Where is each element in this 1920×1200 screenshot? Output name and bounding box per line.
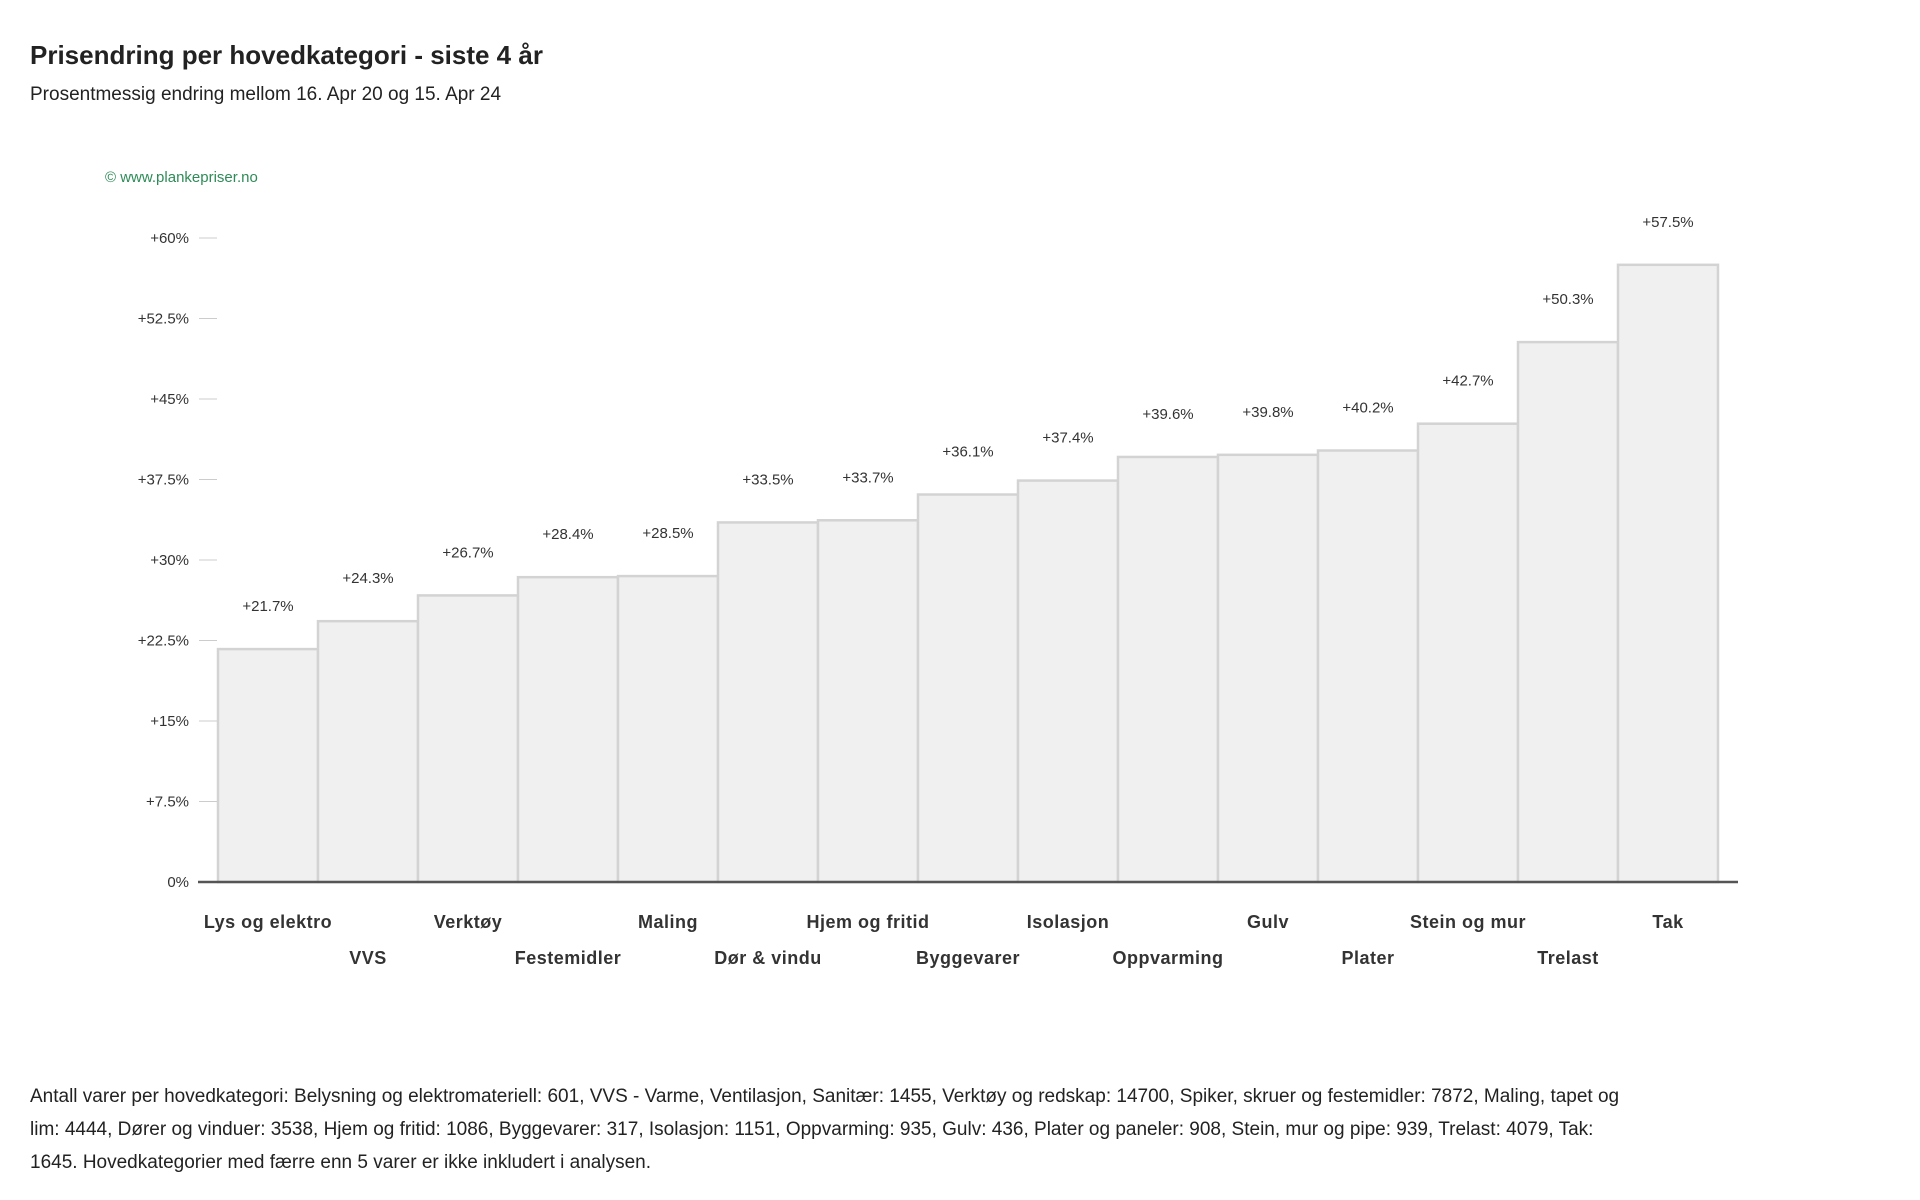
bar [916, 493, 1020, 884]
bar-chart: © www.plankepriser.no 0% +7.5% +15% +22.5% +… [105, 169, 1738, 968]
bar [1016, 479, 1120, 884]
data-label: +39.6% [1142, 406, 1193, 423]
data-label: +21.7% [242, 598, 293, 615]
bar [416, 594, 520, 884]
bar [816, 519, 920, 884]
y-axis: 0% +7.5% +15% +22.5% +30% +37.5% +45% +52.5% +60… [138, 230, 217, 891]
x-category-label: Festemidler [515, 948, 622, 968]
chart-title: Prisendring per hovedkategori - siste 4 … [30, 40, 543, 70]
footnote: Antall varer per hovedkategori: Belysnin… [30, 1086, 1620, 1173]
x-category-label: Hjem og fritid [807, 912, 930, 932]
data-label: +28.5% [642, 525, 693, 542]
bar [1516, 340, 1620, 884]
y-tick-label: +45% [150, 391, 189, 408]
x-axis-labels: Lys og elektro VVS Verktøy Festemidler Malin… [204, 912, 1684, 968]
x-category-label: Trelast [1537, 948, 1599, 968]
x-category-label: Oppvarming [1112, 948, 1223, 968]
data-label: +36.1% [942, 444, 993, 461]
data-label: +26.7% [442, 544, 493, 561]
x-category-label: Maling [638, 912, 698, 932]
bar [316, 619, 420, 884]
x-category-label: Isolasjon [1027, 912, 1110, 932]
x-category-label: Tak [1652, 912, 1684, 932]
y-tick-label: +15% [150, 713, 189, 730]
data-label: +33.5% [742, 471, 793, 488]
watermark-text: © www.plankepriser.no [105, 169, 258, 186]
x-category-label: Verktøy [434, 912, 503, 932]
bar [1216, 453, 1320, 884]
bar [616, 574, 720, 884]
bars [216, 263, 1720, 884]
bar [1616, 263, 1720, 884]
bar [716, 521, 820, 884]
data-label: +57.5% [1642, 214, 1693, 231]
y-tick-label: 0% [167, 874, 189, 891]
data-label: +40.2% [1342, 400, 1393, 417]
x-category-label: Byggevarer [916, 948, 1020, 968]
data-label: +39.8% [1242, 404, 1293, 421]
x-category-label: VVS [349, 948, 387, 968]
y-tick-label: +22.5% [138, 633, 189, 650]
chart-subtitle: Prosentmessig endring mellom 16. Apr 20 … [30, 84, 502, 105]
x-category-label: Stein og mur [1410, 912, 1526, 932]
bar [1116, 455, 1220, 884]
data-label: +42.7% [1442, 373, 1493, 390]
x-category-label: Gulv [1247, 912, 1289, 932]
data-labels: +21.7% +24.3% +26.7% +28.4% +28.5% +33.5% +33.… [242, 214, 1693, 615]
bar [1316, 449, 1420, 884]
data-label: +28.4% [542, 526, 593, 543]
x-category-label: Dør & vindu [714, 948, 822, 968]
data-label: +37.4% [1042, 430, 1093, 447]
data-label: +24.3% [342, 570, 393, 587]
bar [1416, 422, 1520, 884]
y-tick-label: +60% [150, 230, 189, 247]
y-tick-label: +37.5% [138, 472, 189, 489]
data-label: +33.7% [842, 469, 893, 486]
x-category-label: Lys og elektro [204, 912, 332, 932]
data-label: +50.3% [1542, 291, 1593, 308]
y-tick-label: +52.5% [138, 311, 189, 328]
bar [216, 647, 320, 884]
y-tick-label: +7.5% [146, 794, 189, 811]
y-tick-label: +30% [150, 552, 189, 569]
bar [516, 575, 620, 884]
x-category-label: Plater [1341, 948, 1394, 968]
